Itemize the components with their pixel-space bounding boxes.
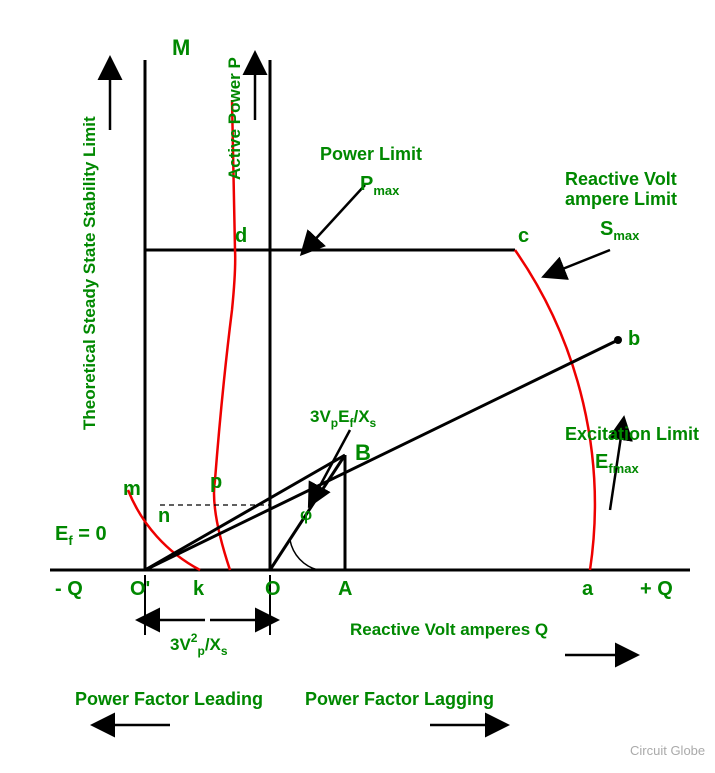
label-formula2: 3V2p/Xs <box>170 631 228 658</box>
pt-a: a <box>582 578 594 600</box>
label-plusQ: + Q <box>640 578 673 600</box>
label-rva-limit2: ampere Limit <box>565 189 677 209</box>
pt-m: m <box>123 478 141 500</box>
pt-d: d <box>235 225 247 247</box>
label-rva-limit1: Reactive Volt <box>565 169 677 189</box>
label-pf-lagging: Power Factor Lagging <box>305 689 494 709</box>
pt-A: A <box>338 578 352 600</box>
line-Oprime-B <box>145 455 345 570</box>
label-stability: Theoretical Steady State Stability Limit <box>80 116 99 430</box>
pt-b: b <box>628 328 640 350</box>
label-power-limit: Power Limit <box>320 144 422 164</box>
label-M: M <box>172 35 190 60</box>
excitation-arc <box>515 250 595 570</box>
label-formula1: 3VpEf/Xs <box>310 407 377 430</box>
pt-p: p <box>210 471 222 493</box>
capability-diagram: M Active Power P Theoretical Steady Stat… <box>10 10 715 763</box>
pt-c: c <box>518 225 529 247</box>
label-pmax: Pmax <box>360 173 400 198</box>
marker-b <box>614 336 622 344</box>
label-minusQ: - Q <box>55 578 83 600</box>
label-smax: Smax <box>600 218 640 243</box>
label-reactive-q: Reactive Volt amperes Q <box>350 620 548 639</box>
arrow-power-limit <box>310 185 365 245</box>
label-ef0: Ef = 0 <box>55 523 107 548</box>
pt-Oprime: O' <box>130 578 150 600</box>
pt-O: O <box>265 578 281 600</box>
label-pf-leading: Power Factor Leading <box>75 689 263 709</box>
label-phi: φ <box>300 505 312 524</box>
pt-B: B <box>355 440 371 465</box>
phi-arc2 <box>290 540 318 570</box>
label-exc-limit: Excitation Limit <box>565 424 699 444</box>
diagram-svg: M Active Power P Theoretical Steady Stat… <box>10 10 715 763</box>
label-active-power: Active Power P <box>225 57 244 180</box>
pt-n: n <box>158 505 170 527</box>
arrow-smax <box>555 250 610 272</box>
pt-k: k <box>193 578 205 600</box>
watermark: Circuit Globe <box>630 743 705 758</box>
